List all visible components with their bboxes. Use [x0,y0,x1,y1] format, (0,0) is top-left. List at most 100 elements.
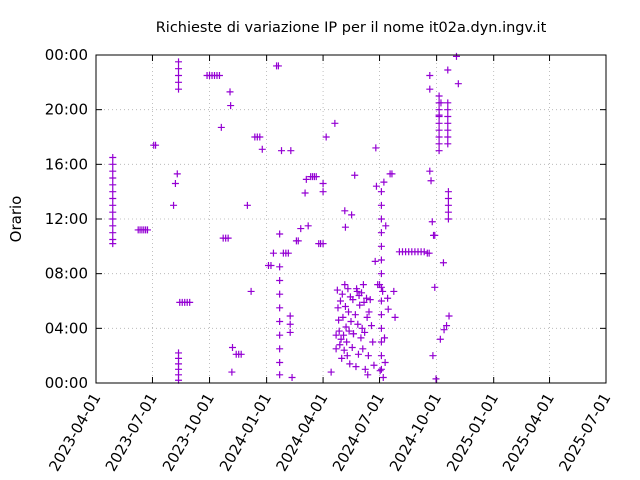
data-point [444,106,452,114]
data-point [341,223,349,231]
x-tick-label: 2023-10-01 [159,390,218,475]
data-point [247,287,255,295]
data-point [286,320,294,328]
data-point [379,287,387,295]
data-point [338,290,346,298]
data-point [452,52,460,60]
data-point [348,211,356,219]
data-point [339,313,347,321]
data-point [215,72,223,79]
data-point [367,322,375,330]
data-point [435,140,443,148]
data-point [294,237,302,245]
x-tick-label: 2025-01-01 [443,390,502,475]
data-point [372,182,380,190]
data-point [435,92,443,100]
data-point [444,208,452,216]
plot-frame [95,54,607,384]
data-points [109,52,462,384]
data-point [377,352,385,360]
data-point [444,113,452,120]
y-tick-label: 00:00 [45,46,88,64]
data-point [431,283,439,291]
data-point [366,296,374,304]
x-tick-label: 2024-07-01 [329,390,388,475]
data-point [426,72,434,79]
data-point [276,230,284,238]
data-point [175,85,183,93]
data-point [331,119,339,127]
data-point [170,201,178,209]
data-point [341,207,349,215]
data-point [345,308,353,316]
data-point [444,126,452,134]
data-point [388,170,396,178]
data-point [359,281,367,289]
data-point [335,327,343,335]
data-point [332,345,340,353]
data-point [364,352,372,360]
data-point [186,298,194,306]
data-point [344,285,352,293]
data-point [377,324,385,332]
data-point [336,297,344,305]
y-tick-label: 16:00 [45,155,88,173]
data-point [435,111,443,119]
data-point [364,371,372,379]
data-point [152,141,160,149]
data-point [432,375,440,383]
data-point [302,175,310,183]
data-point [444,140,452,148]
data-point [435,126,443,134]
data-point [175,65,183,73]
data-point [319,240,327,248]
data-point [377,365,385,373]
data-point [426,167,434,175]
data-point [439,259,447,267]
axis-ticks: 00:0004:0008:0012:0016:0020:0000:002023-… [45,46,615,475]
data-point [256,133,264,141]
data-point [349,330,357,338]
data-point [109,215,117,223]
data-point [437,99,445,107]
data-point [276,318,284,325]
x-tick-label: 2025-04-01 [499,390,558,475]
data-point [333,286,341,294]
data-point [380,178,388,186]
data-point [340,346,348,354]
data-point [440,326,448,334]
data-point [284,249,292,257]
data-point [143,226,151,234]
data-point [454,80,462,88]
data-point [377,311,385,319]
data-point [381,359,389,366]
data-point [357,334,365,342]
data-point [287,147,295,155]
data-point [358,289,366,297]
data-point [377,338,385,346]
grid-lines [96,55,606,383]
data-point [384,305,392,313]
data-point [335,316,343,324]
data-point [297,225,305,233]
data-point [175,78,183,86]
data-point [217,123,225,131]
data-point [371,257,379,265]
data-point [334,304,342,312]
data-point [342,323,350,331]
data-point [322,133,330,141]
data-point [269,249,277,257]
data-point [276,277,284,284]
data-point [435,147,443,155]
data-point [444,215,452,223]
chart-title: Richieste di variazione IP per il nome i… [156,20,547,36]
data-point [274,62,282,70]
data-point [429,352,437,360]
y-tick-label: 12:00 [45,210,88,228]
x-tick-label: 2024-01-01 [216,390,275,475]
data-point [354,320,362,328]
data-point [349,296,357,304]
data-point [377,256,385,264]
data-point [286,312,294,320]
